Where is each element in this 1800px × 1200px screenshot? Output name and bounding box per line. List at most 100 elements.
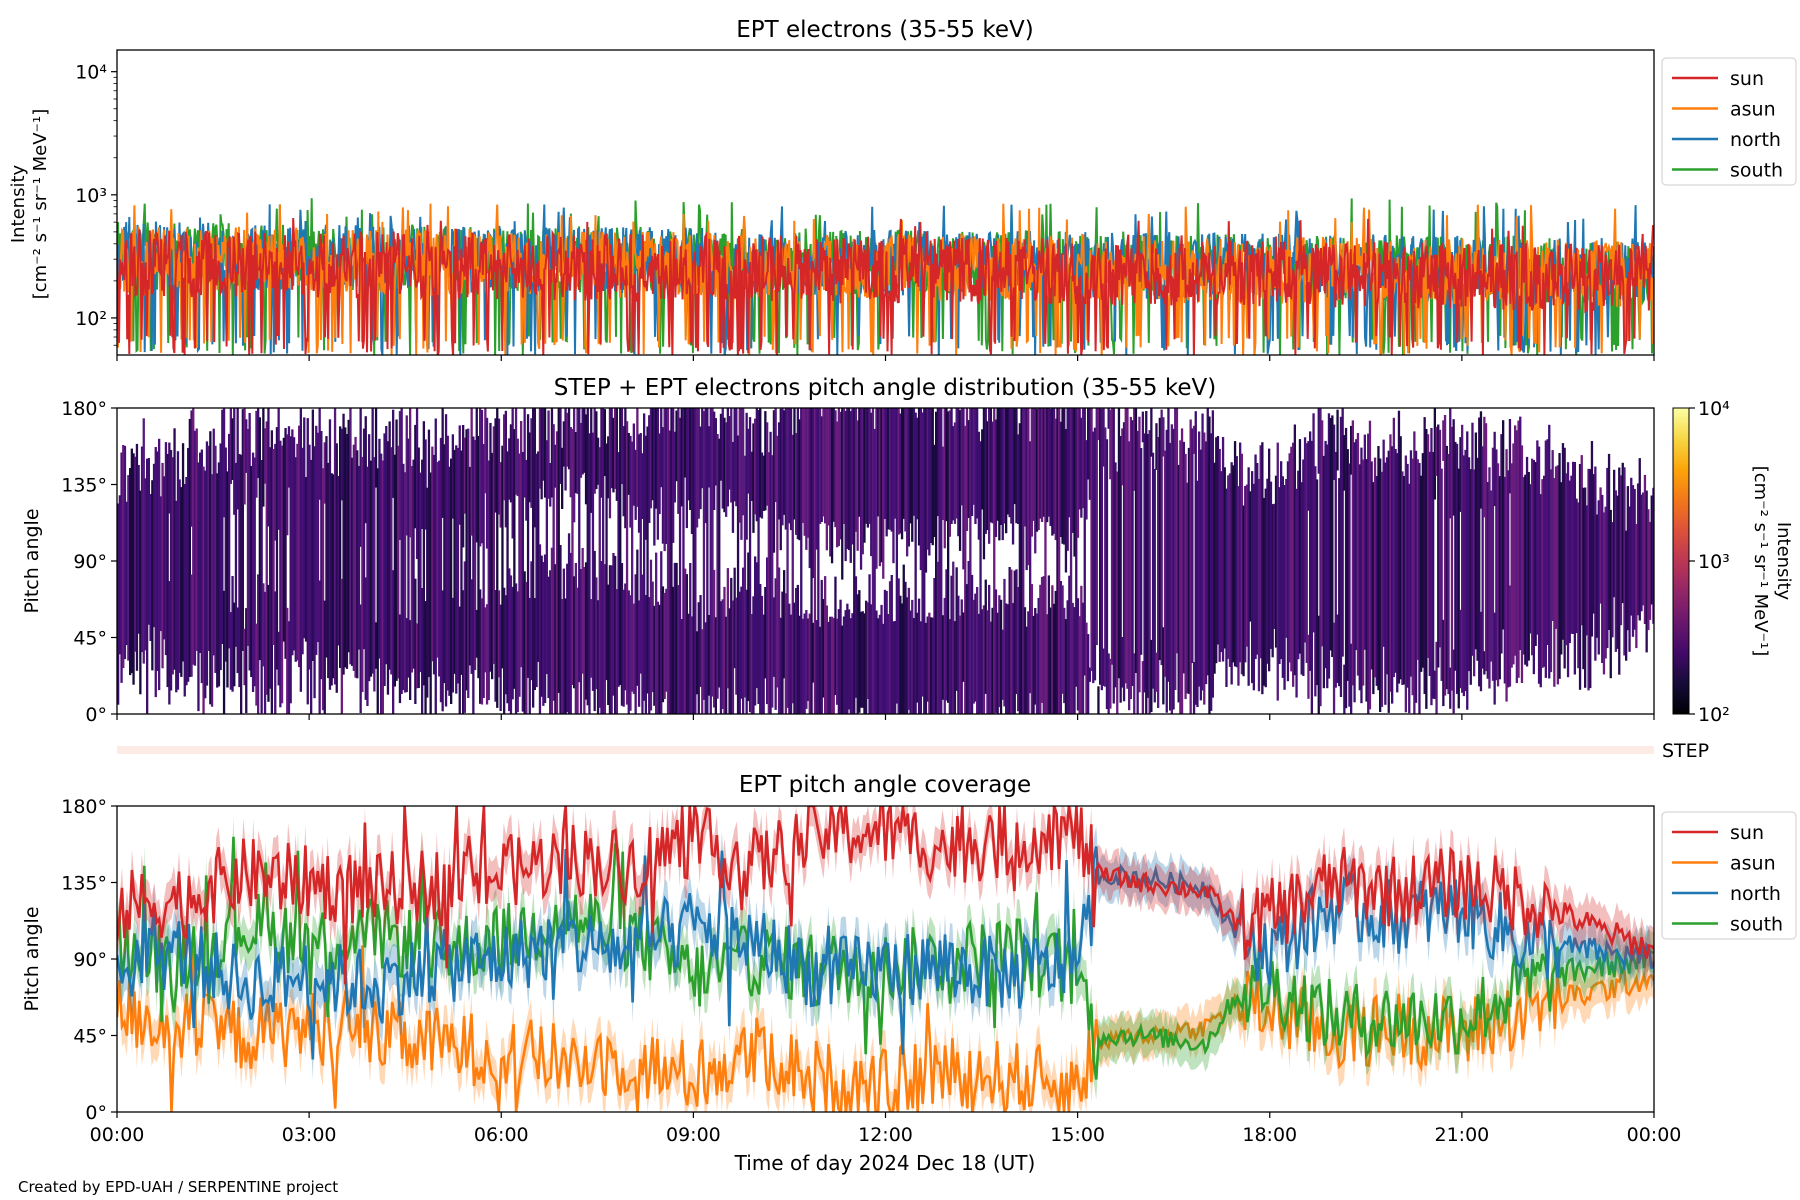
legend-label-asun: asun xyxy=(1730,853,1776,875)
heatmap-cell xyxy=(1640,494,1643,612)
heatmap-cell xyxy=(1498,476,1501,680)
heatmap-cell xyxy=(1428,451,1431,676)
heatmap-cell xyxy=(952,561,955,714)
heatmap-cell xyxy=(1268,448,1271,672)
heatmap-cell xyxy=(1645,490,1648,653)
heatmap-cell xyxy=(1013,408,1016,505)
heatmap-cell xyxy=(627,590,630,714)
heatmap-cell xyxy=(525,459,528,521)
heatmap-cell xyxy=(561,599,564,714)
heatmap-cell xyxy=(1157,437,1160,708)
heatmap-cell xyxy=(830,616,834,714)
panel1-ylabel-line2: [cm⁻² s⁻¹ sr⁻¹ MeV⁻¹] xyxy=(30,109,51,300)
heatmap-cell xyxy=(1534,462,1537,646)
credit-text: Created by EPD-UAH / SERPENTINE project xyxy=(18,1178,339,1196)
heatmap-cell xyxy=(477,436,480,679)
heatmap-cell xyxy=(574,563,578,714)
heatmap-cell xyxy=(137,465,140,634)
heatmap-cell xyxy=(144,478,147,651)
heatmap-cell xyxy=(750,451,753,501)
heatmap-cell xyxy=(286,607,289,714)
heatmap-cell xyxy=(726,568,730,689)
heatmap-cell xyxy=(199,452,202,653)
heatmap-cell xyxy=(214,445,217,673)
heatmap-cell xyxy=(284,428,287,659)
heatmap-cell xyxy=(1274,475,1278,648)
heatmap-cell xyxy=(649,408,653,509)
heatmap-cell xyxy=(475,609,478,658)
heatmap-cell xyxy=(620,563,624,706)
heatmap-cell xyxy=(451,434,455,519)
heatmap-cell xyxy=(1228,473,1232,667)
heatmap-cell xyxy=(945,569,948,701)
heatmap-cell xyxy=(1247,467,1250,686)
heatmap-cell xyxy=(1107,653,1110,714)
heatmap-cell xyxy=(1203,432,1206,705)
heatmap-cell xyxy=(1266,478,1269,664)
xtick-label: 15:00 xyxy=(1050,1124,1105,1146)
heatmap-cell xyxy=(181,443,185,662)
heatmap-cell xyxy=(1087,408,1090,480)
heatmap-cell xyxy=(1507,470,1510,688)
heatmap-cell xyxy=(120,452,123,683)
heatmap-cell xyxy=(439,437,443,703)
heatmap-cell xyxy=(1068,575,1071,714)
heatmap-cell xyxy=(1577,502,1580,669)
heatmap-cell xyxy=(719,601,723,714)
heatmap-cell xyxy=(251,452,255,692)
heatmap-cell xyxy=(1481,446,1484,669)
heatmap-cell xyxy=(1413,431,1416,714)
panel2-yticks: 0° 45° 90° 135° 180° xyxy=(61,398,117,726)
heatmap-cell xyxy=(1437,424,1440,668)
heatmap-cell xyxy=(533,408,537,528)
panel4-xticks: 00:00 03:00 06:00 09:00 12:00 15:00 18:00 21:00… xyxy=(90,1112,1681,1146)
heatmap-cell xyxy=(1276,442,1279,701)
heatmap-cell xyxy=(994,419,998,537)
heatmap-cell xyxy=(455,445,458,694)
heatmap-cell xyxy=(752,423,755,533)
heatmap-cell xyxy=(1614,490,1618,652)
heatmap-cell xyxy=(532,408,535,708)
heatmap-cell xyxy=(1452,649,1455,714)
heatmap-cell xyxy=(702,411,706,700)
heatmap-cell xyxy=(1327,413,1331,679)
heatmap-cell xyxy=(895,408,899,704)
heatmap-cell xyxy=(397,445,400,679)
heatmap-cell xyxy=(637,600,641,707)
heatmap-cell xyxy=(1539,494,1542,688)
heatmap-cell xyxy=(1548,424,1551,679)
heatmap-cell xyxy=(610,408,613,489)
series-north-band xyxy=(117,826,1654,1080)
heatmap-cell xyxy=(1051,408,1054,536)
heatmap-cell xyxy=(786,408,789,708)
heatmap-cell xyxy=(1406,463,1409,688)
heatmap-cell xyxy=(320,431,323,680)
heatmap-cell xyxy=(820,579,823,714)
legend-label-south: south xyxy=(1730,914,1783,936)
heatmap-cell xyxy=(888,408,892,530)
heatmap-cell xyxy=(222,590,226,714)
heatmap-cell xyxy=(393,454,397,687)
heatmap-cell xyxy=(745,589,748,714)
heatmap-cell xyxy=(914,412,917,714)
heatmap-cell xyxy=(1324,440,1327,669)
heatmap-cell xyxy=(359,408,362,547)
heatmap-cell xyxy=(231,576,234,692)
heatmap-cell xyxy=(762,455,765,511)
heatmap-cell xyxy=(1102,408,1105,467)
heatmap-cell xyxy=(603,564,607,714)
heatmap-cell xyxy=(779,408,782,551)
heatmap-cell xyxy=(361,456,364,693)
heatmap-cell xyxy=(1443,415,1447,696)
heatmap-cell xyxy=(1039,584,1042,714)
heatmap-cell xyxy=(607,436,610,499)
heatmap-cell xyxy=(1189,419,1192,714)
heatmap-cell xyxy=(1587,468,1590,691)
heatmap-cell xyxy=(417,447,420,688)
heatmap-cell xyxy=(970,408,974,516)
heatmap-cell xyxy=(135,443,139,671)
heatmap-cell xyxy=(354,436,357,678)
heatmap-cell xyxy=(492,426,496,664)
heatmap-cell xyxy=(793,408,796,520)
heatmap-cell xyxy=(1280,461,1283,660)
